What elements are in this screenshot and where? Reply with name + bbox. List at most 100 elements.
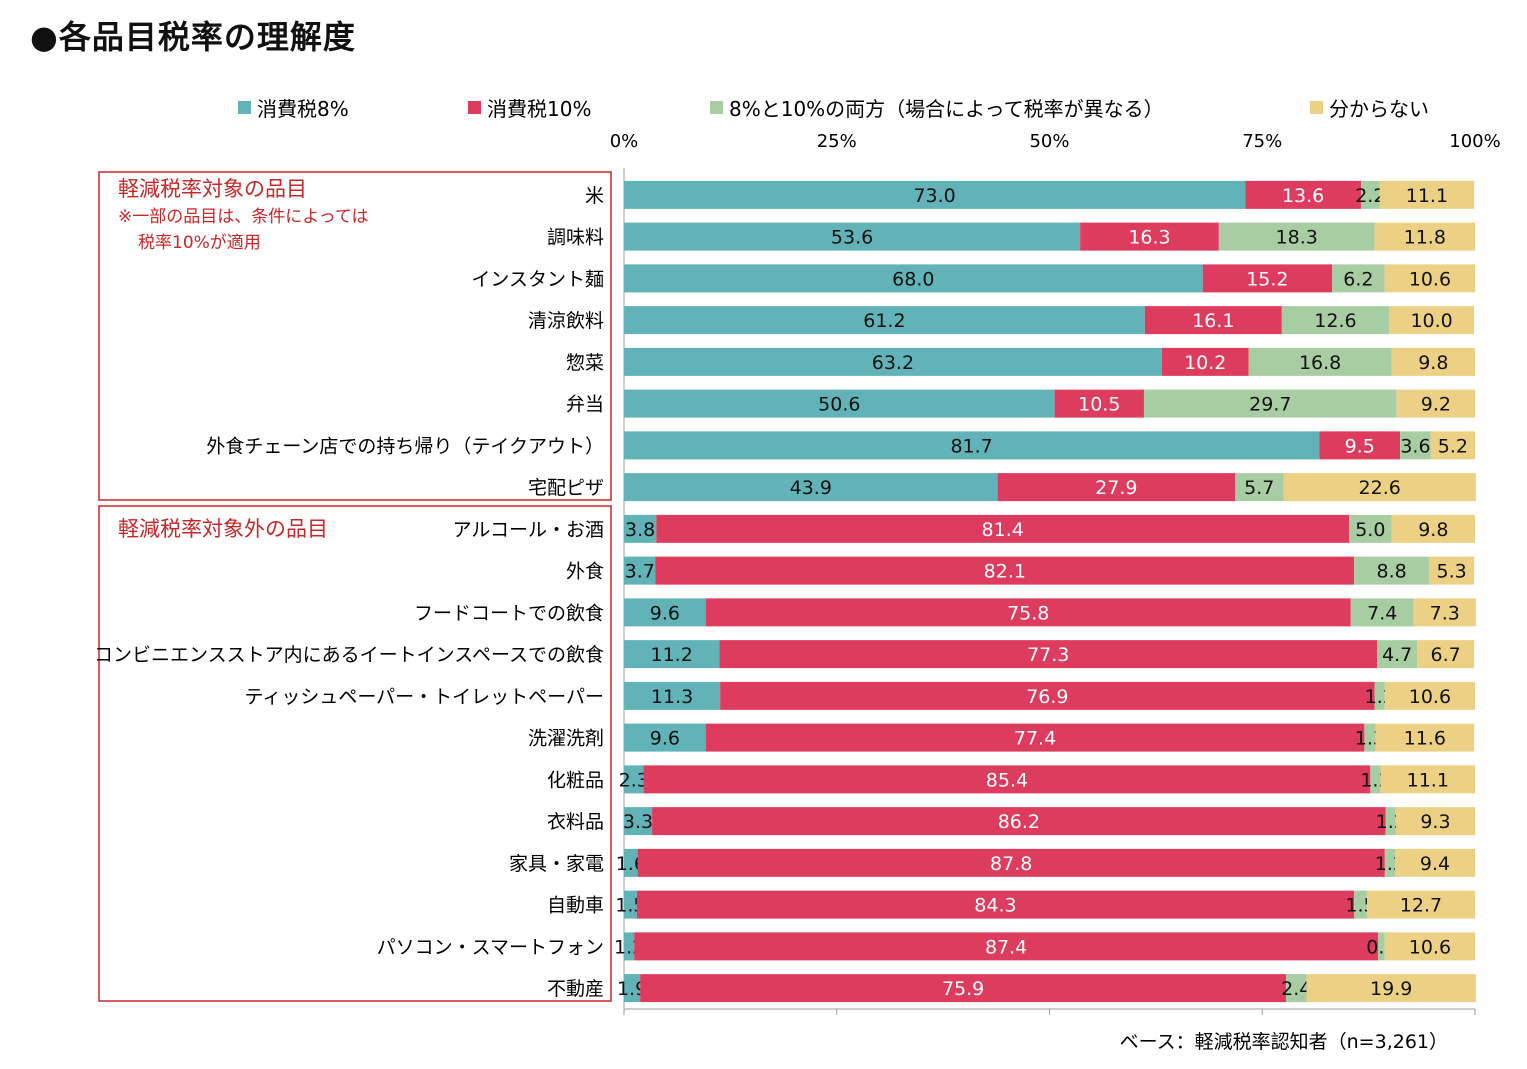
x-tick-label: 0% bbox=[610, 131, 639, 152]
bar-segment bbox=[1161, 347, 1249, 376]
group-title: 軽減税率対象の品目 bbox=[118, 177, 307, 201]
bars: 73.0 13.6 2.2 11.1 53.6 16.3 18.3 11.8 68.0 15.2 6… bbox=[614, 180, 1476, 1003]
bar-segment bbox=[637, 848, 1385, 877]
bar-segment bbox=[1395, 807, 1475, 836]
data-label: 73.0 bbox=[913, 185, 955, 207]
group-boxes: 軽減税率対象の品目 ※一部の品目は、条件によっては税率10%が適用軽減税率対象外の… bbox=[98, 171, 612, 1002]
data-label: 50.6 bbox=[818, 394, 860, 416]
bar-segment bbox=[1306, 974, 1476, 1003]
data-label: 10.5 bbox=[1078, 394, 1120, 416]
category-label: 米 bbox=[585, 185, 604, 207]
legend-swatch bbox=[710, 101, 723, 114]
bar-segment bbox=[705, 723, 1365, 752]
bar-segment bbox=[1364, 723, 1376, 752]
data-label: 11.1 bbox=[1406, 185, 1448, 207]
bar-segment bbox=[1080, 222, 1219, 251]
data-label: 84.3 bbox=[974, 895, 1016, 917]
data-label: 82.1 bbox=[984, 561, 1026, 583]
category-label: フードコートでの飲食 bbox=[414, 602, 604, 624]
bar-segment bbox=[624, 765, 644, 794]
data-label: 61.2 bbox=[863, 310, 905, 332]
data-label: 77.4 bbox=[1014, 728, 1056, 750]
bar-segment bbox=[1144, 306, 1282, 335]
category-label: コンビニエンスストア内にあるイートインスペースでの飲食 bbox=[94, 644, 604, 666]
data-label: 11.1 bbox=[1407, 769, 1449, 791]
legend-swatch bbox=[468, 101, 481, 114]
bar-segment bbox=[1391, 514, 1475, 543]
data-label: 29.7 bbox=[1249, 394, 1291, 416]
data-label: 10.0 bbox=[1410, 310, 1452, 332]
bar-segment bbox=[624, 640, 720, 669]
bar-segment bbox=[1235, 473, 1284, 502]
data-label: 5.2 bbox=[1438, 435, 1468, 457]
bar-segment bbox=[640, 974, 1287, 1003]
bar-segment bbox=[1143, 389, 1397, 418]
page-title: ●各品目税率の理解度 bbox=[30, 18, 356, 56]
bar-segment bbox=[624, 598, 706, 627]
bar-segment bbox=[1374, 681, 1385, 710]
x-tick-label: 50% bbox=[1029, 131, 1069, 152]
data-label: 3.8 bbox=[625, 519, 655, 541]
bar-segment bbox=[624, 389, 1055, 418]
bar-segment bbox=[624, 974, 641, 1003]
bar-segment bbox=[624, 222, 1081, 251]
data-label: 4.7 bbox=[1382, 644, 1412, 666]
category-label: インスタント麺 bbox=[471, 268, 604, 290]
data-label: 19.9 bbox=[1370, 978, 1412, 1000]
bar-segment bbox=[624, 514, 657, 543]
data-label: 2.2 bbox=[1355, 185, 1385, 207]
legend-label: 分からない bbox=[1329, 97, 1429, 121]
data-label: 3.7 bbox=[625, 561, 655, 583]
data-label: 7.4 bbox=[1367, 602, 1397, 624]
group-box bbox=[98, 171, 612, 501]
bar-segment bbox=[1396, 389, 1475, 418]
data-label: 77.3 bbox=[1027, 644, 1069, 666]
bar-segment bbox=[624, 347, 1162, 376]
data-label: 43.9 bbox=[790, 477, 832, 499]
bar-segment bbox=[1202, 264, 1333, 293]
data-label: 5.7 bbox=[1244, 477, 1274, 499]
bar-segment bbox=[1384, 681, 1475, 710]
category-label: パソコン・スマートフォン bbox=[377, 936, 604, 958]
data-label: 9.6 bbox=[650, 728, 680, 750]
bar-segment bbox=[1354, 556, 1430, 585]
data-label: 10.2 bbox=[1184, 352, 1226, 374]
category-label: 家具・家電 bbox=[509, 853, 604, 875]
category-label: 洗濯洗剤 bbox=[528, 728, 604, 750]
data-label: 3.3 bbox=[623, 811, 653, 833]
data-label: 7.3 bbox=[1430, 602, 1460, 624]
bar-segment bbox=[624, 473, 998, 502]
bar-segment bbox=[1384, 848, 1396, 877]
data-label: 81.4 bbox=[982, 519, 1024, 541]
bar-segment bbox=[1319, 431, 1401, 460]
data-label: 10.6 bbox=[1409, 686, 1451, 708]
bar-segment bbox=[719, 640, 1378, 669]
legend-label: 消費税10% bbox=[487, 97, 591, 121]
chart-legend: 消費税8% 消費税10% 8%と10%の両方（場合によって税率が異なる） 分からない bbox=[238, 97, 1429, 121]
data-label: 13.6 bbox=[1282, 185, 1324, 207]
bar-segment bbox=[1370, 765, 1381, 794]
category-label: アルコール・お酒 bbox=[453, 519, 604, 541]
bar-segment bbox=[705, 598, 1351, 627]
data-label: 16.8 bbox=[1299, 352, 1341, 374]
bar-segment bbox=[624, 807, 653, 836]
category-label: 弁当 bbox=[566, 394, 604, 416]
data-label: 1.9 bbox=[617, 978, 647, 1000]
bar-segment bbox=[1395, 848, 1475, 877]
data-label: 16.3 bbox=[1128, 227, 1170, 249]
category-label: 惣菜 bbox=[566, 352, 604, 374]
bar-segment bbox=[636, 890, 1355, 919]
chart-footnote: ベース：軽減税率認知者（n=3,261） bbox=[1120, 1031, 1448, 1053]
group-title: 軽減税率対象外の品目 bbox=[118, 517, 328, 541]
data-label: 85.4 bbox=[986, 769, 1028, 791]
bar-segment bbox=[1281, 306, 1390, 335]
bar-segment bbox=[1430, 431, 1475, 460]
data-label: 9.2 bbox=[1421, 394, 1451, 416]
data-label: 87.8 bbox=[990, 853, 1032, 875]
data-label: 87.4 bbox=[985, 936, 1027, 958]
bar-segment bbox=[1400, 431, 1431, 460]
bar-segment bbox=[624, 932, 635, 961]
bar-segment bbox=[1375, 723, 1475, 752]
bar-segment bbox=[1417, 640, 1475, 669]
bar-segment bbox=[1377, 932, 1385, 961]
